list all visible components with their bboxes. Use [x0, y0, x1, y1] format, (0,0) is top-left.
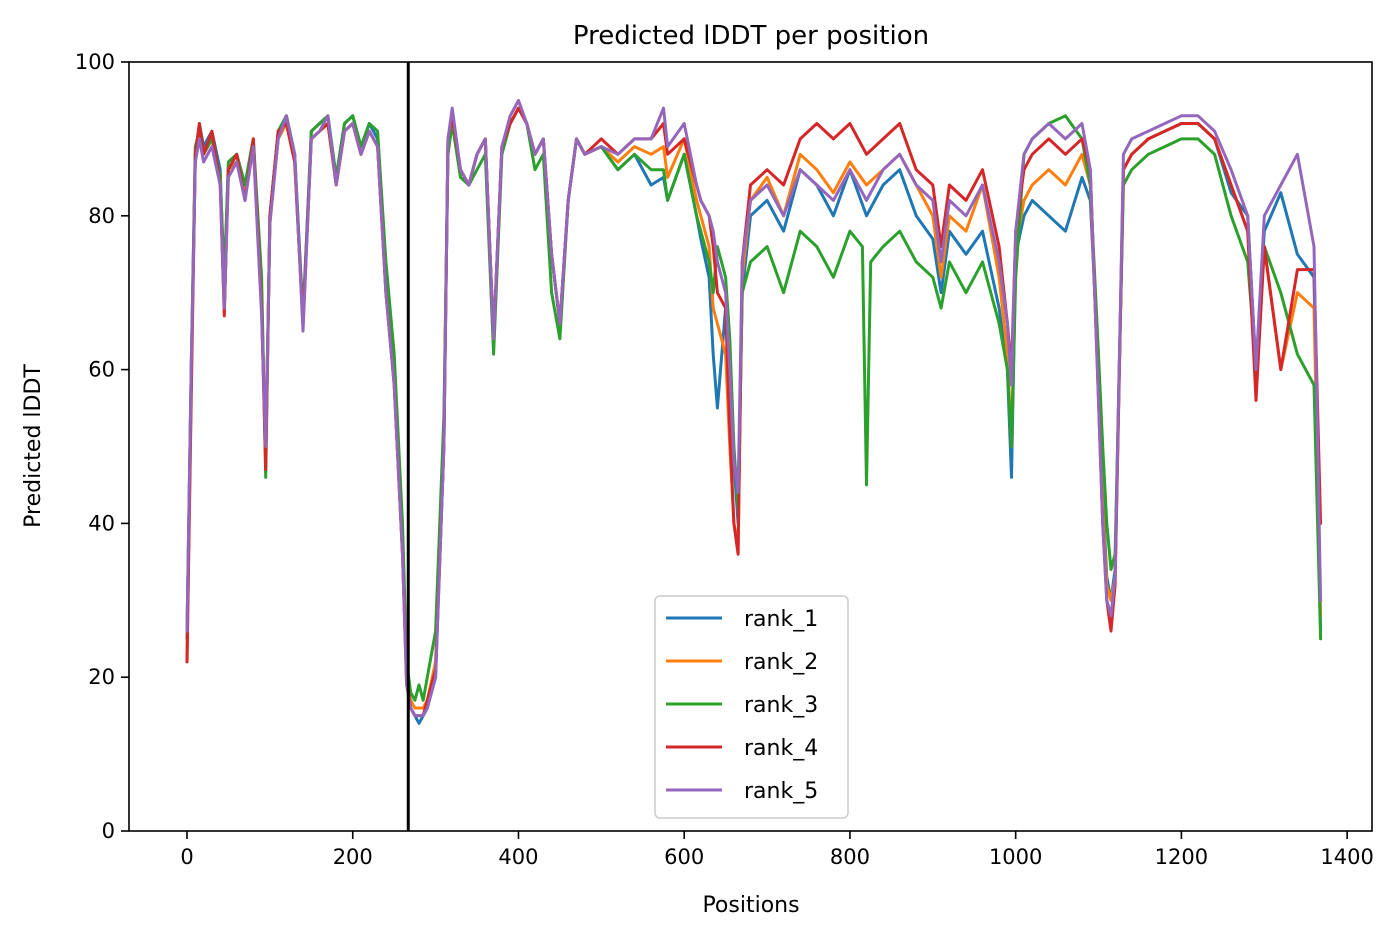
- x-tick-label: 1000: [989, 845, 1042, 869]
- x-tick-label: 1200: [1155, 845, 1208, 869]
- legend-label-rank-1: rank_1: [744, 607, 818, 632]
- series-line-rank-3: [185, 106, 1323, 702]
- legend: rank_1 rank_2 rank_3 rank_4 rank_5: [654, 595, 849, 819]
- legend-label-rank-4: rank_4: [744, 736, 818, 761]
- x-axis-label: Positions: [702, 893, 799, 918]
- legend-entries: rank_1 rank_2 rank_3 rank_4 rank_5: [666, 607, 818, 804]
- legend-box: [654, 595, 849, 819]
- legend-label-rank-3: rank_3: [744, 693, 818, 718]
- y-tick-label: 80: [88, 204, 115, 228]
- plot-frame: [128, 61, 1373, 832]
- legend-label-rank-5: rank_5: [744, 779, 818, 804]
- x-tick-label: 0: [180, 845, 193, 869]
- y-tick-label: 40: [88, 511, 115, 535]
- chart-title: Predicted lDDT per position: [573, 21, 929, 51]
- x-tick-label: 200: [333, 845, 373, 869]
- y-axis-ticks: 0 20 40 60 80 100: [75, 50, 129, 843]
- legend-label-rank-2: rank_2: [744, 650, 818, 675]
- y-tick-label: 0: [102, 819, 115, 843]
- x-axis-ticks: 0 200 400 600 800 1000 1200 1400: [180, 831, 1374, 869]
- x-tick-label: 800: [830, 845, 870, 869]
- x-tick-label: 400: [498, 845, 538, 869]
- series-line-rank-5: [185, 99, 1323, 718]
- y-tick-label: 20: [88, 665, 115, 689]
- y-tick-label: 60: [88, 358, 115, 382]
- x-tick-label: 1400: [1320, 845, 1373, 869]
- x-tick-label: 600: [664, 845, 704, 869]
- y-tick-label: 100: [75, 50, 115, 74]
- y-axis-label: Predicted lDDT: [21, 364, 46, 528]
- series-layer: [185, 99, 1323, 725]
